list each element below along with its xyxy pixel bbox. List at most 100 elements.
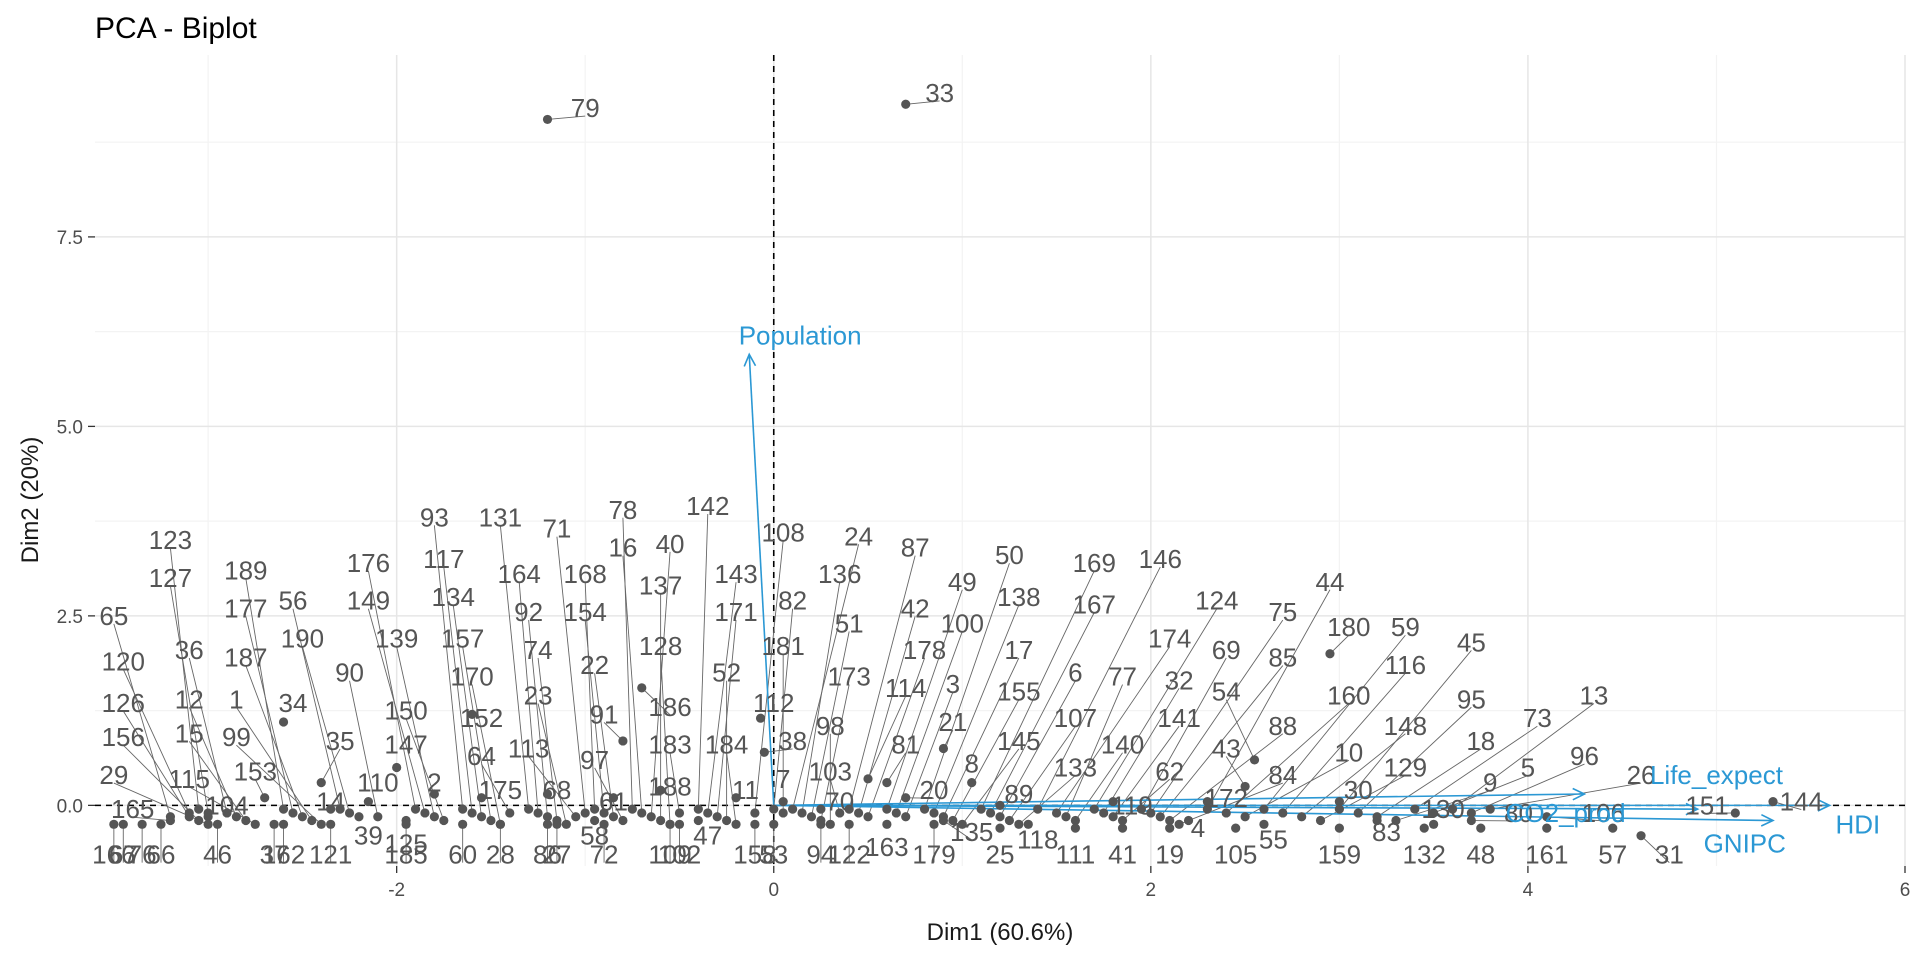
point-leader-line: [1037, 566, 1161, 810]
point-leader-line: [764, 748, 793, 753]
point-leader-line: [443, 566, 473, 813]
data-point: [486, 815, 496, 826]
point-label: 79: [571, 93, 600, 123]
variable-arrows: [743, 352, 1832, 827]
point-label: 71: [542, 514, 571, 544]
data-point: [552, 819, 562, 829]
point-label: 132: [1403, 840, 1446, 870]
point-label: 48: [1466, 840, 1495, 870]
point-label: 103: [809, 756, 852, 786]
point-label: 44: [1315, 567, 1344, 597]
variable-label: Population: [739, 320, 862, 350]
point-label: 10: [1334, 737, 1363, 767]
variable-label: CO2_prod: [1506, 798, 1626, 828]
point-label: 83: [1372, 817, 1401, 847]
point-label: 36: [175, 635, 204, 665]
data-point: [401, 819, 411, 829]
data-point: [1297, 812, 1307, 822]
point-label: 75: [1268, 597, 1297, 627]
data-point: [1466, 808, 1476, 818]
data-point: [1004, 815, 1015, 826]
point-label: 11: [732, 775, 759, 805]
point-leader-line: [820, 684, 850, 821]
data-point: [769, 819, 779, 829]
data-point: [627, 804, 637, 814]
point-label: 29: [99, 760, 128, 790]
point-label: 34: [279, 688, 308, 718]
point-label: 143: [714, 559, 757, 589]
point-label: 163: [865, 832, 908, 862]
point-label: 59: [1391, 612, 1420, 642]
point-label: 120: [102, 646, 145, 676]
point-label: 121: [309, 840, 352, 870]
point-label: 32: [1165, 665, 1194, 695]
point-label: 46: [203, 840, 232, 870]
x-tick-label: 6: [1900, 880, 1911, 901]
point-leader-line: [433, 525, 464, 810]
data-point: [542, 819, 553, 829]
point-label: 40: [656, 529, 685, 559]
point-leader-line: [895, 631, 963, 814]
point-label: 112: [753, 688, 794, 718]
point-label: 68: [542, 775, 571, 805]
point-leader-line: [801, 582, 841, 814]
point-leader-line: [669, 752, 680, 814]
point-label: 53: [759, 840, 788, 870]
point-leader-line: [1018, 775, 1076, 825]
point-leader-line: [990, 612, 1095, 814]
data-point: [420, 808, 430, 818]
point-label: 146: [1139, 544, 1182, 574]
data-point: [316, 819, 326, 829]
point-label: 111: [1056, 840, 1096, 870]
data-point: [1146, 808, 1156, 818]
point-leader-line: [1065, 684, 1123, 817]
variable-arrow: [748, 354, 775, 806]
point-label: 3: [946, 669, 960, 699]
data-point: [165, 812, 176, 822]
point-label: 91: [590, 699, 619, 729]
point-label: 166: [92, 840, 135, 870]
point-label: 95: [1457, 684, 1486, 714]
data-point: [156, 819, 166, 829]
data-point: [476, 793, 487, 803]
data-point: [1108, 812, 1118, 822]
point-label: 16: [608, 533, 637, 563]
point-leader-line: [1150, 619, 1284, 814]
point-leader-line: [594, 673, 614, 817]
data-point: [1202, 804, 1212, 814]
point-label: 107: [1054, 703, 1097, 733]
data-point: [891, 808, 901, 818]
variable-arrowhead: [1685, 802, 1700, 816]
point-label: 178: [903, 635, 946, 665]
point-leader-line: [1357, 706, 1472, 814]
point-leader-line: [1301, 733, 1406, 818]
y-tick-label: 7.5: [57, 228, 83, 249]
point-leader-line: [547, 115, 586, 120]
point-label: 154: [564, 597, 607, 627]
point-label: 73: [1523, 703, 1552, 733]
point-label: 84: [1268, 760, 1297, 790]
point-label: 65: [99, 601, 128, 631]
data-points: [109, 99, 1778, 841]
leader-lines: [113, 100, 1802, 863]
point-leader-line: [829, 779, 841, 814]
data-point: [344, 808, 355, 818]
data-point: [1476, 823, 1486, 833]
point-label: 60: [448, 840, 477, 870]
point-label: 80: [1504, 798, 1533, 828]
point-label: 162: [262, 840, 305, 870]
data-point: [1061, 812, 1071, 822]
point-label: 1: [229, 684, 243, 714]
point-leader-line: [1141, 657, 1227, 810]
point-leader-line: [867, 695, 907, 780]
point-label: 37: [260, 840, 289, 870]
point-leader-line: [641, 687, 671, 716]
data-point: [109, 819, 119, 829]
point-label: 22: [580, 650, 609, 680]
point-label: 96: [1570, 741, 1599, 771]
point-label: 113: [508, 734, 549, 764]
point-label: 7: [776, 764, 790, 794]
point-leader-line: [980, 570, 1095, 810]
data-point: [637, 808, 647, 818]
